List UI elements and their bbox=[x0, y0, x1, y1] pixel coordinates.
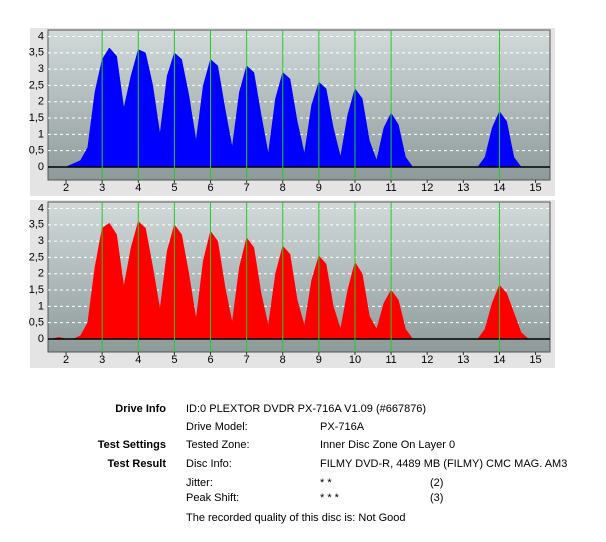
x-tick-label: 10 bbox=[349, 354, 361, 366]
x-tick-label: 2 bbox=[63, 354, 69, 366]
x-tick-label: 9 bbox=[316, 182, 322, 194]
x-tick-label: 7 bbox=[244, 182, 250, 194]
text: Disc Info: bbox=[186, 458, 232, 470]
x-tick-label: 3 bbox=[99, 354, 105, 366]
x-tick-label: 6 bbox=[207, 354, 213, 366]
label: Test Settings bbox=[97, 439, 166, 451]
text: (3) bbox=[430, 492, 444, 504]
label: Drive Info bbox=[115, 403, 166, 415]
text: Drive Model: bbox=[186, 421, 248, 433]
x-tick-label: 9 bbox=[316, 354, 322, 366]
y-tick-label: 2 bbox=[38, 96, 44, 108]
y-tick-label: 3,5 bbox=[29, 47, 44, 59]
y-tick-label: 0 bbox=[38, 161, 44, 173]
x-tick-label: 13 bbox=[457, 182, 469, 194]
y-tick-label: 1 bbox=[38, 300, 44, 312]
x-tick-label: 5 bbox=[171, 182, 177, 194]
x-tick-label: 2 bbox=[63, 182, 69, 194]
x-tick-label: 14 bbox=[493, 182, 505, 194]
text: (2) bbox=[430, 477, 444, 489]
x-tick-label: 4 bbox=[135, 182, 141, 194]
y-tick-label: 2,5 bbox=[29, 251, 44, 263]
x-tick-label: 13 bbox=[457, 354, 469, 366]
x-tick-label: 6 bbox=[207, 182, 213, 194]
text: * * * bbox=[320, 492, 339, 504]
text: ID:0 PLEXTOR DVDR PX-716A V1.09 (#667876… bbox=[186, 403, 427, 415]
x-tick-label: 8 bbox=[280, 182, 286, 194]
x-tick-label: 11 bbox=[385, 354, 396, 366]
y-tick-label: 2,5 bbox=[29, 79, 44, 91]
y-tick-label: 4 bbox=[38, 202, 44, 214]
x-tick-label: 8 bbox=[280, 354, 286, 366]
text: * * bbox=[320, 477, 332, 489]
y-tick-label: 0,5 bbox=[29, 317, 44, 329]
y-tick-label: 0 bbox=[38, 333, 44, 345]
x-tick-label: 4 bbox=[135, 354, 141, 366]
x-tick-label: 12 bbox=[421, 354, 433, 366]
y-tick-label: 3 bbox=[38, 63, 44, 75]
label: Test Result bbox=[107, 458, 166, 470]
text: The recorded quality of this disc is: No… bbox=[186, 512, 406, 524]
text: PX-716A bbox=[320, 421, 365, 433]
text: Peak Shift: bbox=[186, 492, 240, 504]
y-tick-label: 0,5 bbox=[29, 145, 44, 157]
x-tick-label: 11 bbox=[385, 182, 396, 194]
x-tick-label: 14 bbox=[493, 354, 505, 366]
y-tick-label: 3 bbox=[38, 235, 44, 247]
y-tick-label: 1,5 bbox=[29, 284, 44, 296]
x-tick-label: 3 bbox=[99, 182, 105, 194]
y-tick-label: 1,5 bbox=[29, 112, 44, 124]
x-tick-label: 7 bbox=[244, 354, 250, 366]
text: Inner Disc Zone On Layer 0 bbox=[320, 439, 456, 451]
text: Tested Zone: bbox=[186, 439, 250, 451]
text: Jitter: bbox=[186, 477, 213, 489]
x-tick-label: 5 bbox=[171, 354, 177, 366]
y-tick-label: 2 bbox=[38, 268, 44, 280]
x-tick-label: 10 bbox=[349, 182, 361, 194]
y-tick-label: 1 bbox=[38, 128, 44, 140]
x-tick-label: 15 bbox=[529, 182, 541, 194]
x-tick-label: 15 bbox=[529, 354, 541, 366]
text: FILMY DVD-R, 4489 MB (FILMY) CMC MAG. AM… bbox=[320, 458, 568, 470]
charts: 00,511,522,533,542 3 4 5 6 7 8 9 10 11 12 13 14 1500,… bbox=[29, 28, 555, 368]
x-tick-label: 12 bbox=[421, 182, 433, 194]
y-tick-label: 4 bbox=[38, 30, 44, 42]
y-tick-label: 3,5 bbox=[29, 219, 44, 231]
